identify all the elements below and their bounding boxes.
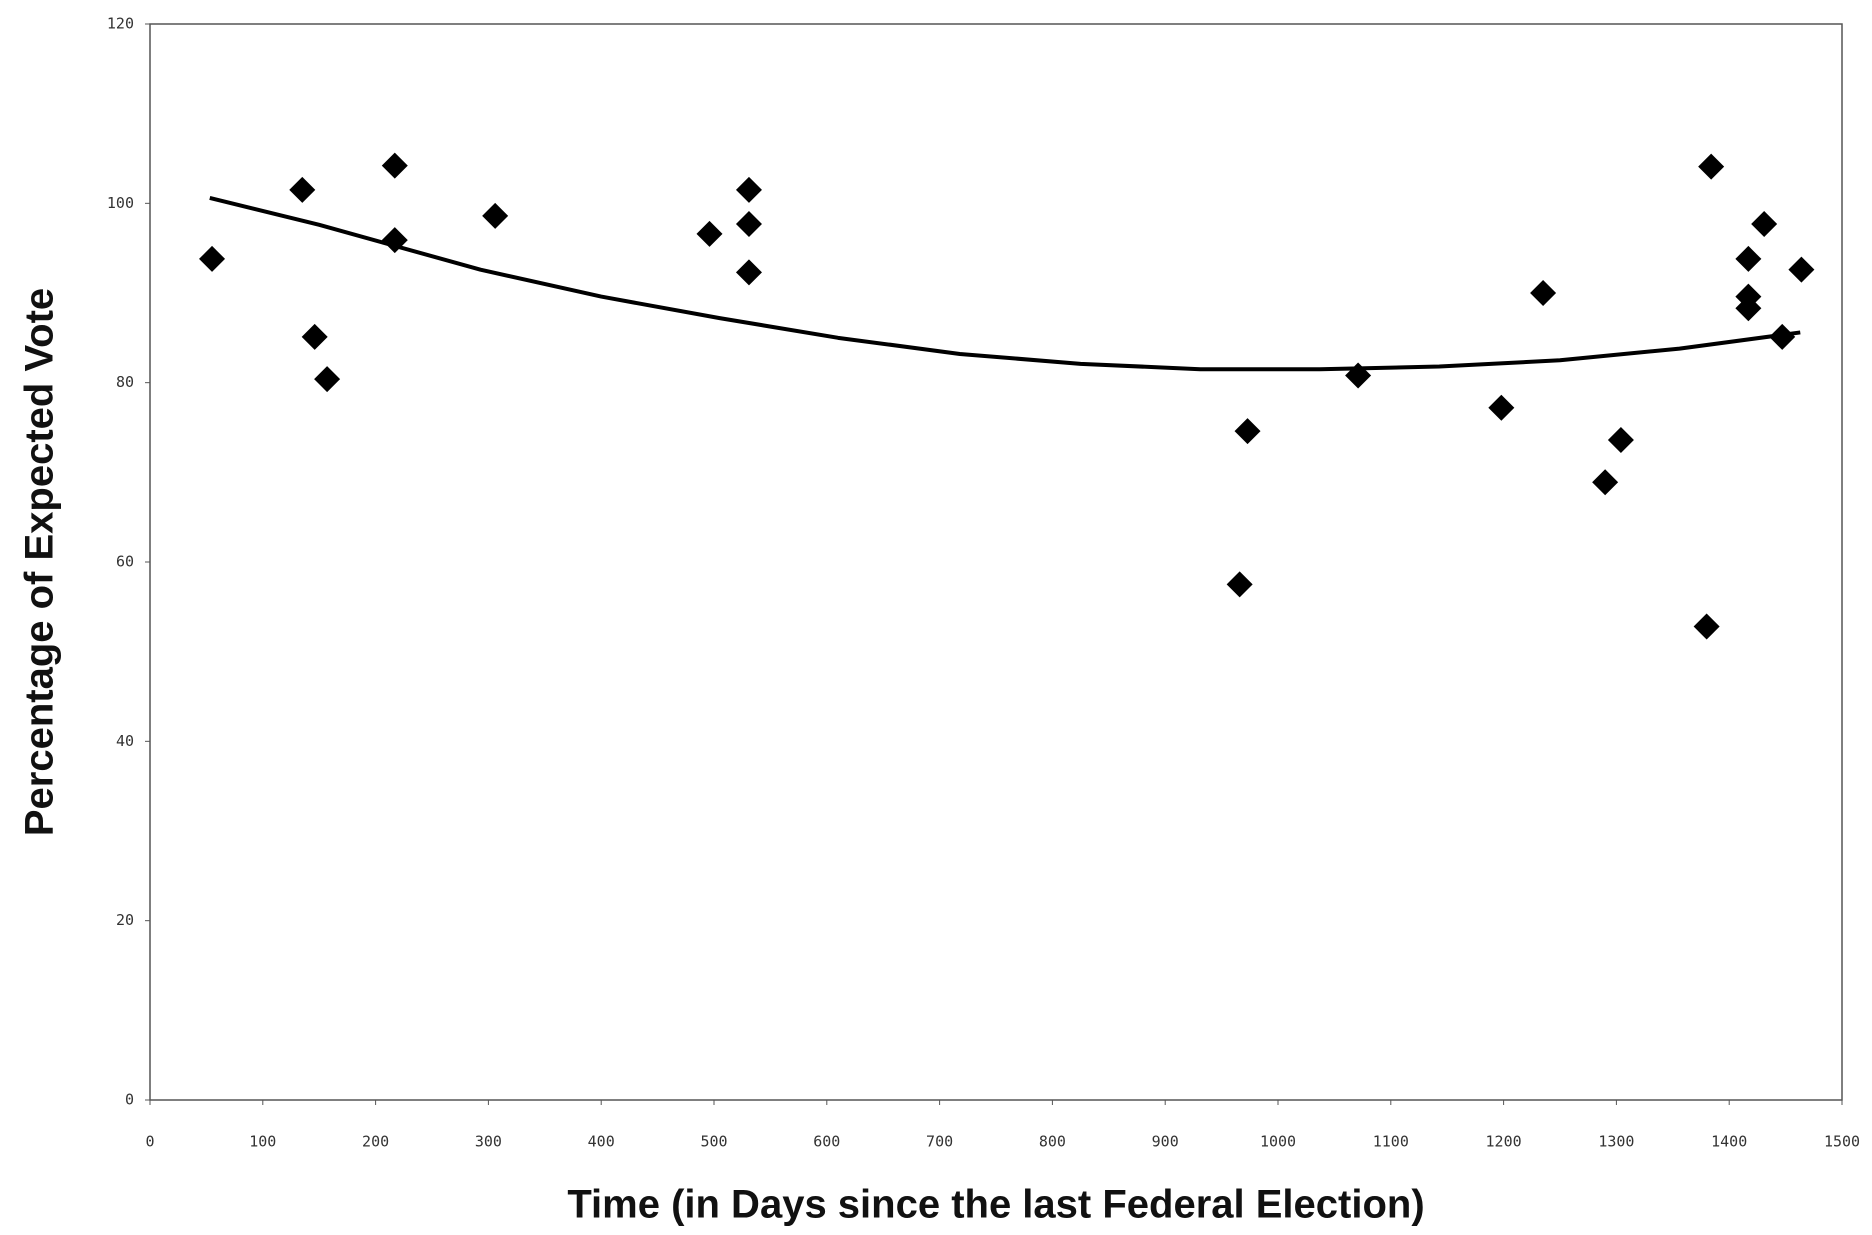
- x-tick-label: 1100: [1373, 1133, 1409, 1151]
- data-point: [735, 176, 762, 203]
- data-point: [1693, 613, 1720, 640]
- x-tick-label: 1500: [1824, 1133, 1860, 1151]
- x-tick-label: 0: [145, 1133, 154, 1151]
- data-point: [1226, 571, 1253, 598]
- data-point: [1788, 256, 1815, 283]
- x-tick-label: 1000: [1260, 1133, 1296, 1151]
- x-tick-label: 1300: [1598, 1133, 1634, 1151]
- x-tick-label: 400: [588, 1133, 615, 1151]
- plot-frame: [149, 23, 1843, 1101]
- x-tick-label: 1200: [1486, 1133, 1522, 1151]
- y-tick-label: 80: [116, 373, 134, 391]
- data-point: [1530, 280, 1557, 306]
- y-tick-label: 60: [116, 553, 134, 571]
- x-tick-label: 700: [926, 1133, 953, 1151]
- data-point: [482, 202, 509, 229]
- y-tick-label: 40: [116, 732, 134, 750]
- data-point: [381, 152, 408, 179]
- y-axis-title: Percentage of Expected Vote: [18, 288, 62, 836]
- x-tick-label: 200: [362, 1133, 389, 1151]
- data-point: [1234, 418, 1261, 445]
- data-point: [1751, 210, 1778, 237]
- data-point: [301, 323, 328, 350]
- data-point: [1488, 394, 1515, 421]
- x-tick-label: 100: [249, 1133, 276, 1151]
- data-point: [1735, 295, 1762, 322]
- y-tick-label: 100: [107, 194, 134, 212]
- y-tick-label: 20: [116, 911, 134, 929]
- data-point: [199, 245, 226, 272]
- x-tick-label: 500: [700, 1133, 727, 1151]
- data-point: [1735, 245, 1762, 272]
- x-tick-label: 300: [475, 1133, 502, 1151]
- x-tick-label: 900: [1152, 1133, 1179, 1151]
- data-point: [696, 220, 723, 247]
- data-point: [735, 210, 762, 237]
- data-point: [289, 176, 316, 203]
- x-tick-label: 600: [813, 1133, 840, 1151]
- trend-line: [209, 196, 1801, 372]
- x-tick-label: 800: [1039, 1133, 1066, 1151]
- x-tick-label: 1400: [1711, 1133, 1747, 1151]
- data-point: [314, 366, 341, 393]
- y-tick-label: 120: [107, 15, 134, 33]
- data-point: [1698, 153, 1725, 180]
- data-point: [1607, 427, 1634, 454]
- y-tick-label: 0: [125, 1091, 134, 1109]
- data-point: [735, 259, 762, 286]
- data-point: [1592, 469, 1619, 496]
- data-point: [1769, 323, 1796, 350]
- x-axis-title: Time (in Days since the last Federal Ele…: [567, 1183, 1424, 1227]
